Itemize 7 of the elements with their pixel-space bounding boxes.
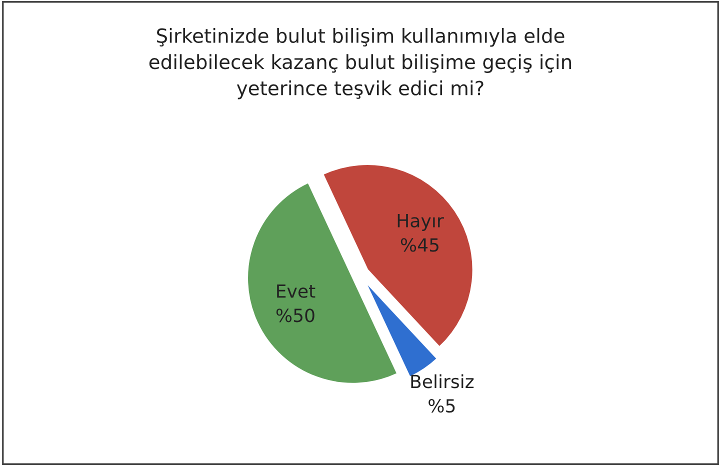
slice-label: Hayır: [398, 214, 444, 231]
data-label: %5: [428, 398, 455, 413]
slice-label: Belirsiz: [411, 374, 474, 388]
data-label: %50: [276, 308, 314, 322]
slice-label: Evet: [277, 284, 316, 298]
data-label: %45: [400, 238, 438, 252]
chart-title: Şirketinizde bulut bilişim kullanımıyla elde edilebilecek kazanç bulut bilişime geçiş için yeterince teşvik edici mi?: [149, 28, 572, 100]
